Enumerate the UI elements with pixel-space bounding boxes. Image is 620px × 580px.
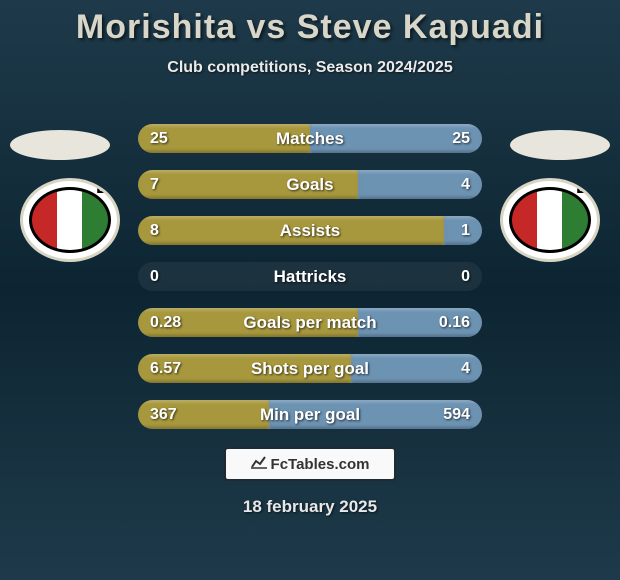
- chart-icon: [251, 455, 267, 473]
- stat-bar-right: [310, 124, 482, 153]
- player-left-silhouette: [10, 130, 110, 160]
- date-text: 18 february 2025: [0, 497, 620, 517]
- stat-row: Goals74: [138, 170, 482, 199]
- stat-row: Goals per match0.280.16: [138, 308, 482, 337]
- stat-label: Hattricks: [138, 262, 482, 291]
- site-name: FcTables.com: [271, 456, 370, 473]
- badge-stripes-left: [29, 187, 111, 253]
- club-badge-right: L: [500, 178, 600, 262]
- stat-value-left: 0: [150, 262, 159, 291]
- page-subtitle: Club competitions, Season 2024/2025: [0, 59, 620, 77]
- stat-row: Matches2525: [138, 124, 482, 153]
- stats-container: Matches2525 Goals74 Assists81 Hattricks0 0 Go…: [138, 124, 482, 429]
- badge-stripes-right: [509, 187, 591, 253]
- player-right-silhouette: [510, 130, 610, 160]
- club-badge-left: L: [20, 178, 120, 262]
- site-logo[interactable]: FcTables.com: [224, 447, 396, 481]
- stat-bar-right: [269, 400, 482, 429]
- stat-bar-right: [358, 308, 482, 337]
- stat-row: Hattricks0 0: [138, 262, 482, 291]
- stat-bar-left: [138, 170, 358, 199]
- stat-bar-left: [138, 308, 358, 337]
- stat-row: Min per goal367594: [138, 400, 482, 429]
- stat-bar-right: [444, 216, 482, 245]
- stat-row: Shots per goal6.574: [138, 354, 482, 383]
- stat-row: Assists81: [138, 216, 482, 245]
- page-title: Morishita vs Steve Kapuadi: [0, 8, 620, 47]
- stat-bar-left: [138, 216, 444, 245]
- stat-bar-left: [138, 124, 310, 153]
- stat-bar-right: [351, 354, 482, 383]
- stat-value-right: 0: [461, 262, 470, 291]
- stat-bar-left: [138, 354, 351, 383]
- stat-bar-left: [138, 400, 269, 429]
- stat-bar-right: [358, 170, 482, 199]
